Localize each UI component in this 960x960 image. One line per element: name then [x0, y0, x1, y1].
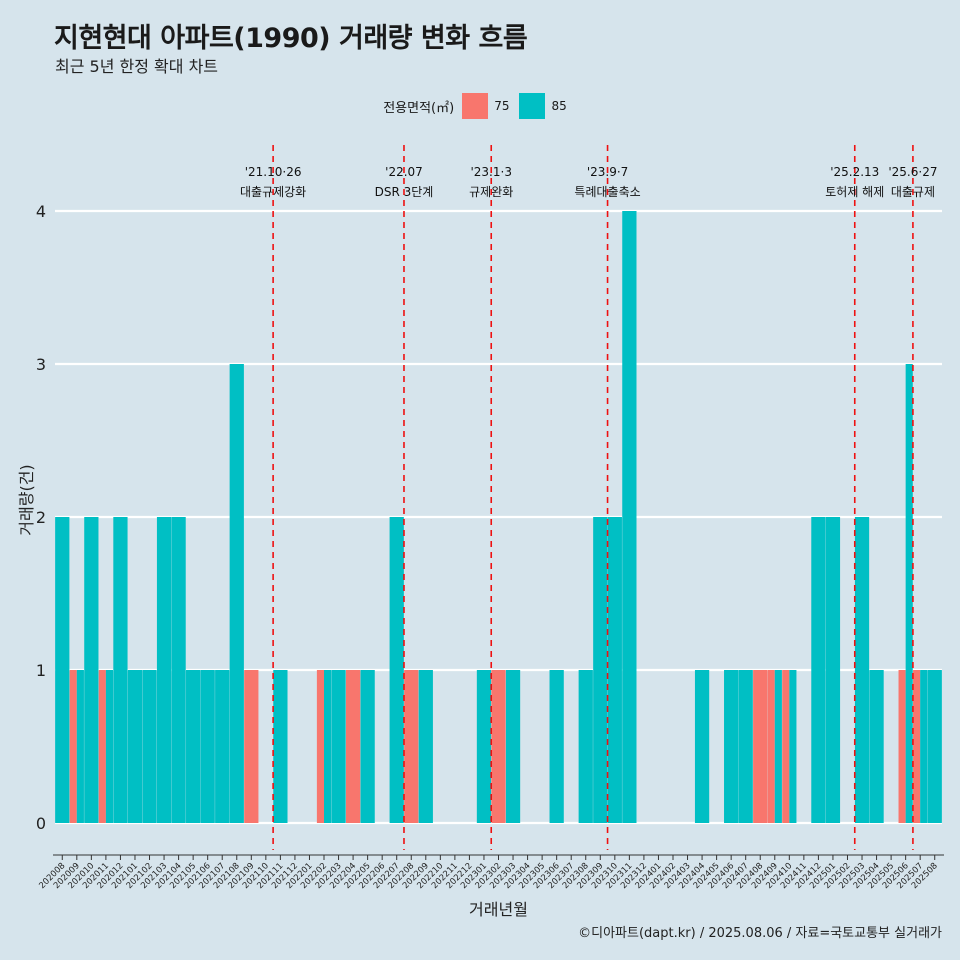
bar-85-202501	[825, 517, 841, 823]
bar-85-202506	[905, 364, 913, 823]
legend-swatch-75	[462, 93, 489, 119]
bar-85-202503	[854, 517, 870, 823]
y-tick-label-2: 2	[36, 508, 46, 527]
bar-85-202101	[127, 670, 143, 823]
event-label-3: 특례대출축소	[574, 185, 640, 199]
legend-label-85: 85	[551, 99, 567, 113]
bar-75-202202	[316, 670, 325, 823]
y-tick-label-1: 1	[36, 661, 46, 680]
bar-85-202507	[920, 670, 928, 823]
bar-85-202309	[593, 517, 608, 823]
event-label-4: 토허제 해제	[825, 185, 884, 199]
bar-75-202011	[98, 670, 106, 823]
bar-85-202303	[505, 670, 521, 823]
bar-85-202412	[811, 517, 826, 823]
bar-75-202302	[491, 670, 506, 823]
bar-85-202407	[738, 670, 753, 823]
bar-85-202404	[694, 670, 710, 823]
legend-swatch-85	[519, 93, 546, 119]
x-axis-title: 거래년월	[469, 900, 528, 919]
bar-85-202205	[360, 670, 375, 823]
y-tick-label-0: 0	[36, 814, 46, 833]
bar-85-202209	[418, 670, 433, 823]
bar-85-202008	[55, 517, 70, 823]
bar-75-202409	[767, 670, 775, 823]
bar-85-202406	[724, 670, 739, 823]
bar-75-202408	[753, 670, 768, 823]
bar-85-202106	[200, 670, 215, 823]
event-label-1: DSR 3단계	[375, 185, 434, 199]
caption: ©디아파트(dapt.kr) / 2025.08.06 / 자료=국토교통부 실…	[578, 926, 942, 941]
bar-75-202208	[404, 670, 419, 823]
bar-85-202311	[622, 211, 637, 823]
bar-85-202308	[578, 670, 593, 823]
bar-85-202012	[113, 517, 128, 823]
bar-85-202410	[789, 670, 797, 823]
y-tick-label-4: 4	[36, 202, 46, 221]
legend-item-75: 75	[462, 93, 509, 119]
bar-85-202207	[389, 517, 404, 823]
bar-85-202107	[215, 670, 230, 823]
event-date-3: '23.9·7	[587, 165, 628, 179]
legend-label-75: 75	[494, 99, 510, 113]
bar-85-202111	[273, 670, 288, 823]
legend-item-85: 85	[519, 93, 567, 119]
legend-title: 전용면적(㎡)	[383, 100, 455, 116]
bar-75-202506	[898, 670, 906, 823]
event-date-5: '25.6·27	[888, 165, 937, 179]
bar-85-202009	[76, 670, 84, 823]
bar-85-202203	[331, 670, 346, 823]
legend: 전용면적(㎡) 75 85	[0, 93, 960, 119]
bar-85-202105	[186, 670, 201, 823]
event-date-4: '25.2.13	[830, 165, 879, 179]
y-axis-title: 거래량(건)	[17, 464, 36, 535]
bar-85-202104	[171, 517, 186, 823]
bar-85-202108	[229, 364, 244, 823]
event-label-2: 규제완화	[469, 185, 513, 199]
bar-85-202011	[105, 670, 114, 823]
bar-85-202202	[324, 670, 332, 823]
event-label-5: 대출규제	[891, 185, 935, 199]
bar-85-202508	[927, 670, 942, 823]
bar-75-202507	[913, 670, 921, 823]
event-date-2: '23.1·3	[470, 165, 511, 179]
event-date-0: '21.10·26	[245, 165, 302, 179]
bar-85-202306	[549, 670, 564, 823]
bar-75-202410	[782, 670, 790, 823]
chart-title: 지현현대 아파트(1990) 거래량 변화 흐름	[54, 23, 528, 54]
bar-75-202109	[244, 670, 259, 823]
event-date-1: '22.07	[385, 165, 423, 179]
bar-85-202310	[607, 517, 622, 823]
bar-75-202009	[69, 670, 77, 823]
y-tick-label-3: 3	[36, 355, 46, 374]
chart-subtitle: 최근 5년 한정 확대 차트	[55, 57, 219, 76]
bar-85-202301	[476, 670, 492, 823]
bar-85-202409	[774, 670, 782, 823]
bar-75-202204	[345, 670, 361, 823]
bar-85-202103	[156, 517, 172, 823]
event-label-0: 대출규제강화	[240, 185, 306, 199]
bar-85-202010	[84, 517, 99, 823]
bar-85-202504	[869, 670, 884, 823]
bar-85-202102	[142, 670, 157, 823]
